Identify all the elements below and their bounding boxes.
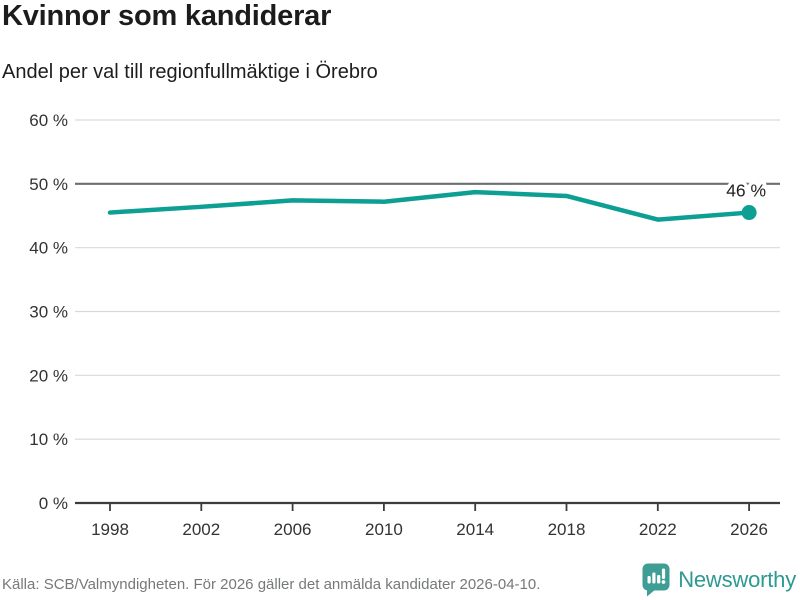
page-title: Kvinnor som kandiderar (2, 0, 332, 32)
svg-text:2010: 2010 (365, 520, 403, 539)
svg-text:2006: 2006 (274, 520, 312, 539)
svg-text:50 %: 50 % (29, 175, 68, 194)
brand-name: Newsworthy (678, 567, 796, 592)
newsworthy-logo[interactable]: Newsworthy (642, 562, 796, 598)
newsworthy-bubble-chart-icon (642, 563, 670, 597)
svg-text:60 %: 60 % (29, 111, 68, 130)
svg-text:2002: 2002 (182, 520, 220, 539)
source-note: Källa: SCB/Valmyndigheten. För 2026 gäll… (2, 576, 541, 593)
svg-text:40 %: 40 % (29, 239, 68, 258)
svg-text:30 %: 30 % (29, 303, 68, 322)
svg-text:2018: 2018 (548, 520, 586, 539)
svg-text:10 %: 10 % (29, 430, 68, 449)
svg-text:2022: 2022 (639, 520, 677, 539)
svg-text:20 %: 20 % (29, 366, 68, 385)
line-chart: 0 % 10 % 20 % 30 % 40 % 50 % 60 % 1998 2002 2006 2… (29, 111, 780, 539)
chart-subtitle: Andel per val till regionfullmäktige i Ö… (2, 61, 378, 83)
svg-text:2014: 2014 (456, 520, 494, 539)
svg-text:0 %: 0 % (39, 494, 68, 513)
svg-text:2026: 2026 (730, 520, 768, 539)
svg-text:1998: 1998 (91, 520, 129, 539)
svg-text:46 %: 46 % (726, 181, 766, 201)
